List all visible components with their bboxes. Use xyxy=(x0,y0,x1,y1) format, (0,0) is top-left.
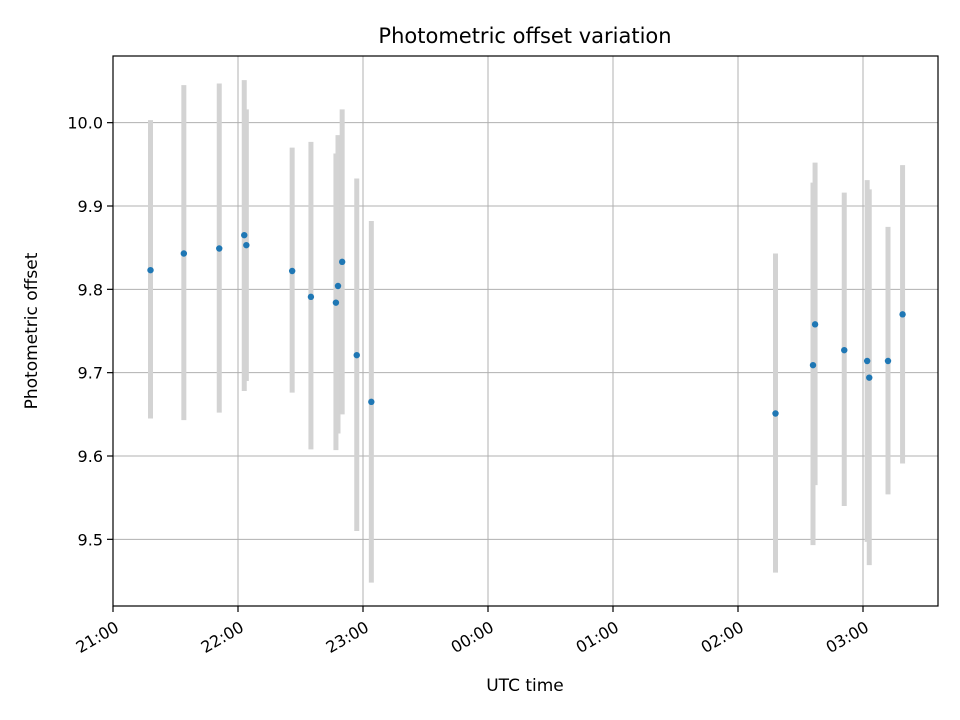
grid-layer xyxy=(112,56,938,606)
data-point xyxy=(243,241,250,249)
data-point xyxy=(216,245,223,252)
data-point xyxy=(884,357,892,365)
data-point xyxy=(147,266,154,274)
y-tick-label: 9.8 xyxy=(78,280,103,299)
data-point xyxy=(241,231,248,239)
data-point xyxy=(368,398,375,406)
data-point xyxy=(863,357,871,365)
y-tick-label: 9.9 xyxy=(78,197,103,216)
data-point xyxy=(866,374,873,381)
y-tick-label: 9.5 xyxy=(78,530,103,549)
data-point xyxy=(180,250,188,257)
data-point xyxy=(288,267,296,275)
data-point xyxy=(332,299,340,306)
data-point xyxy=(811,321,819,328)
data-point xyxy=(772,410,779,417)
y-tick-label: 9.6 xyxy=(78,447,103,466)
y-axis-label: Photometric offset xyxy=(22,252,42,409)
point-layer xyxy=(147,231,906,417)
data-point xyxy=(338,258,346,266)
y-tick-label: 10.0 xyxy=(67,114,103,133)
chart-title: Photometric offset variation xyxy=(378,24,671,48)
data-point xyxy=(334,282,342,290)
plot-frame xyxy=(112,55,939,607)
data-point xyxy=(809,361,817,369)
data-point xyxy=(353,351,360,359)
y-tick-label: 9.7 xyxy=(78,364,103,383)
data-point xyxy=(307,293,315,301)
data-point xyxy=(899,311,906,318)
x-axis-label: UTC time xyxy=(486,676,564,696)
data-point xyxy=(841,346,848,354)
